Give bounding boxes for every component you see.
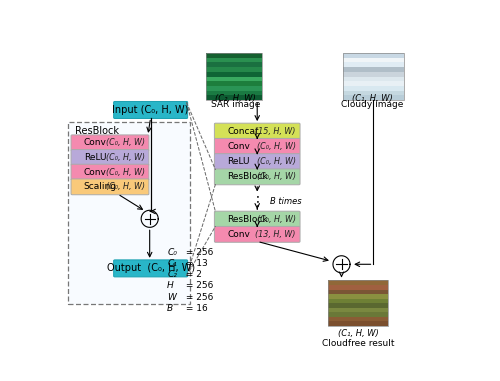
Text: Conv: Conv bbox=[227, 142, 250, 151]
Text: (13, H, W): (13, H, W) bbox=[256, 230, 296, 239]
FancyBboxPatch shape bbox=[68, 122, 190, 304]
Bar bbox=[206, 81, 262, 86]
Bar bbox=[344, 95, 404, 100]
Text: ReLU: ReLU bbox=[84, 153, 106, 162]
Bar bbox=[328, 294, 388, 299]
Text: (C₂, H, W): (C₂, H, W) bbox=[216, 94, 256, 103]
Text: (C₁, H, W): (C₁, H, W) bbox=[338, 329, 378, 338]
Text: Cloudfree result: Cloudfree result bbox=[322, 339, 394, 348]
Text: Input (C₀, H, W): Input (C₀, H, W) bbox=[112, 105, 189, 115]
Bar bbox=[344, 81, 404, 86]
Bar bbox=[206, 67, 262, 72]
Bar bbox=[344, 77, 404, 81]
Bar bbox=[206, 86, 262, 91]
Bar bbox=[344, 53, 404, 100]
Bar bbox=[344, 86, 404, 91]
Text: (C₀, H, W): (C₀, H, W) bbox=[257, 215, 296, 224]
Text: ⋮: ⋮ bbox=[252, 195, 265, 209]
FancyBboxPatch shape bbox=[214, 123, 300, 139]
Text: = 2: = 2 bbox=[184, 271, 203, 279]
Text: = 256: = 256 bbox=[184, 293, 214, 302]
Bar bbox=[206, 53, 262, 58]
Text: = 13: = 13 bbox=[184, 259, 208, 268]
Text: Cloudy image: Cloudy image bbox=[342, 100, 404, 109]
Bar bbox=[344, 67, 404, 72]
Bar bbox=[206, 95, 262, 100]
Text: Scaling: Scaling bbox=[84, 182, 117, 191]
Text: (C₀, H, W): (C₀, H, W) bbox=[257, 157, 296, 166]
Bar bbox=[344, 91, 404, 95]
Text: C₂: C₂ bbox=[167, 271, 177, 279]
Bar bbox=[328, 321, 388, 326]
Bar bbox=[344, 53, 404, 58]
Bar bbox=[328, 308, 388, 312]
Text: ResBlock: ResBlock bbox=[76, 126, 120, 136]
Bar bbox=[328, 280, 388, 285]
Bar bbox=[206, 72, 262, 77]
Text: C₁: C₁ bbox=[167, 259, 177, 268]
Text: B times: B times bbox=[270, 197, 302, 206]
Bar bbox=[328, 303, 388, 308]
Text: B: B bbox=[167, 304, 173, 313]
Text: (C₀, H, W): (C₀, H, W) bbox=[257, 172, 296, 181]
Text: Conv: Conv bbox=[84, 138, 106, 147]
Bar bbox=[344, 62, 404, 67]
Bar bbox=[206, 91, 262, 95]
Bar bbox=[206, 77, 262, 81]
FancyBboxPatch shape bbox=[214, 169, 300, 185]
Text: = 16: = 16 bbox=[184, 304, 208, 313]
Text: (C₁, H, W): (C₁, H, W) bbox=[352, 94, 393, 103]
Text: (C₀, H, W): (C₀, H, W) bbox=[257, 142, 296, 151]
Bar bbox=[328, 290, 388, 294]
Text: (C₀, H, W): (C₀, H, W) bbox=[106, 138, 144, 147]
FancyBboxPatch shape bbox=[71, 135, 149, 151]
Bar bbox=[206, 53, 262, 100]
Bar bbox=[206, 58, 262, 62]
FancyBboxPatch shape bbox=[214, 138, 300, 154]
Text: Conv: Conv bbox=[227, 230, 250, 239]
Bar bbox=[328, 280, 388, 326]
Bar bbox=[328, 312, 388, 317]
Bar bbox=[328, 317, 388, 321]
Text: W: W bbox=[167, 293, 176, 302]
FancyBboxPatch shape bbox=[214, 211, 300, 227]
Bar bbox=[328, 285, 388, 290]
Text: Conv: Conv bbox=[84, 168, 106, 177]
Text: ReLU: ReLU bbox=[227, 157, 250, 166]
Bar bbox=[344, 72, 404, 77]
Text: SAR image: SAR image bbox=[211, 100, 260, 109]
Bar bbox=[344, 58, 404, 62]
Bar bbox=[328, 299, 388, 303]
Text: H: H bbox=[167, 282, 174, 290]
Bar bbox=[206, 62, 262, 67]
Text: ResBlock: ResBlock bbox=[227, 172, 268, 181]
Text: ResBlock: ResBlock bbox=[227, 215, 268, 224]
Text: = 256: = 256 bbox=[184, 282, 214, 290]
FancyBboxPatch shape bbox=[71, 179, 149, 195]
FancyBboxPatch shape bbox=[71, 164, 149, 180]
Text: C₀: C₀ bbox=[167, 248, 177, 257]
Text: Concat: Concat bbox=[227, 126, 259, 136]
Text: (C₀, H, W): (C₀, H, W) bbox=[106, 168, 144, 177]
Text: Output  (C₀, H, W): Output (C₀, H, W) bbox=[106, 263, 194, 274]
Text: = 256: = 256 bbox=[184, 248, 214, 257]
FancyBboxPatch shape bbox=[214, 154, 300, 170]
Text: (C₀, H, W): (C₀, H, W) bbox=[106, 182, 144, 191]
FancyBboxPatch shape bbox=[114, 101, 188, 118]
Text: (15, H, W): (15, H, W) bbox=[256, 126, 296, 136]
FancyBboxPatch shape bbox=[214, 226, 300, 242]
FancyBboxPatch shape bbox=[71, 150, 149, 165]
Text: (C₀, H, W): (C₀, H, W) bbox=[106, 153, 144, 162]
FancyBboxPatch shape bbox=[114, 260, 188, 277]
